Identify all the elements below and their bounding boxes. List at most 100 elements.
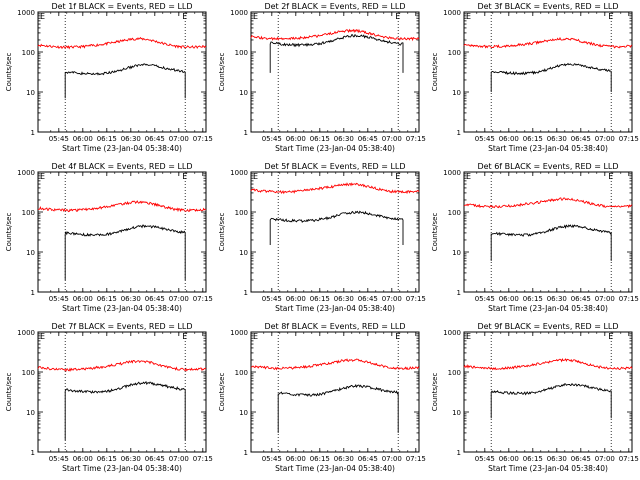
plot-title: Det 7f BLACK = Events, RED = LLD <box>51 322 192 331</box>
detector-plot-8: Det 8f BLACK = Events, RED = LLD 1 10 100 10… <box>218 322 426 473</box>
lld-series-line <box>250 358 420 371</box>
x-tick-label: 06:30 <box>547 455 567 463</box>
x-axis-label: Start Time (23-Jan-04 05:38:40) <box>62 144 182 153</box>
x-tick-label: 05:45 <box>475 455 495 463</box>
x-tick-label: 06:45 <box>358 295 378 303</box>
plot-title: Det 4f BLACK = Events, RED = LLD <box>51 162 192 171</box>
y-tick-label: 1 <box>457 129 461 137</box>
events-series-line <box>490 382 612 419</box>
x-tick-label: 06:00 <box>286 455 306 463</box>
events-series-line <box>269 210 404 245</box>
x-tick-label: 07:15 <box>193 135 213 143</box>
x-tick-label: 06:00 <box>286 135 306 143</box>
plot-title: Det 1f BLACK = Events, RED = LLD <box>51 2 192 11</box>
y-axis-label: Counts/sec <box>218 213 226 252</box>
x-tick-label: 06:30 <box>547 135 567 143</box>
events-series-line <box>269 33 404 73</box>
y-tick-label: 1000 <box>17 329 35 337</box>
plot-frame <box>250 171 420 293</box>
x-tick-label: 07:15 <box>619 455 639 463</box>
y-tick-label: 1 <box>244 449 248 457</box>
y-tick-label: 10 <box>26 409 35 417</box>
start-marker-label: E <box>253 12 258 21</box>
detector-plot-7: Det 7f BLACK = Events, RED = LLD 1 10 100 10… <box>5 322 213 473</box>
x-tick-label: 06:00 <box>499 295 519 303</box>
x-tick-label: 06:15 <box>523 455 543 463</box>
y-axis-label: Counts/sec <box>431 53 439 92</box>
y-tick-label: 1 <box>31 289 35 297</box>
end-marker-label: E <box>608 12 613 21</box>
x-tick-label: 07:00 <box>595 455 615 463</box>
y-axis-label: Counts/sec <box>218 373 226 412</box>
start-marker-label: E <box>40 332 45 341</box>
x-tick-label: 05:45 <box>49 295 69 303</box>
x-tick-label: 06:15 <box>523 295 543 303</box>
start-marker-label: E <box>466 12 471 21</box>
x-axis-label: Start Time (23-Jan-04 05:38:40) <box>488 144 608 153</box>
y-tick-label: 100 <box>448 209 461 217</box>
x-tick-label: 06:00 <box>73 135 93 143</box>
lld-series-line <box>463 358 633 371</box>
plot-frame <box>37 331 207 453</box>
x-tick-label: 06:30 <box>334 455 354 463</box>
x-tick-label: 05:45 <box>262 455 282 463</box>
x-tick-label: 07:15 <box>193 455 213 463</box>
plot-title: Det 9f BLACK = Events, RED = LLD <box>477 322 618 331</box>
y-tick-label: 100 <box>448 369 461 377</box>
start-marker-label: E <box>466 332 471 341</box>
x-tick-label: 06:15 <box>310 135 330 143</box>
x-tick-label: 06:45 <box>571 135 591 143</box>
start-marker-label: E <box>466 172 471 181</box>
end-marker-label: E <box>182 172 187 181</box>
y-axis-label: Counts/sec <box>5 373 13 412</box>
x-tick-label: 07:00 <box>382 135 402 143</box>
y-tick-label: 1000 <box>443 9 461 17</box>
y-tick-label: 1 <box>457 289 461 297</box>
x-tick-label: 06:00 <box>73 455 93 463</box>
x-tick-label: 06:30 <box>334 295 354 303</box>
y-tick-label: 100 <box>448 49 461 57</box>
x-tick-label: 06:15 <box>523 135 543 143</box>
end-marker-label: E <box>182 332 187 341</box>
events-series-line <box>64 63 186 99</box>
y-axis-label: Counts/sec <box>218 53 226 92</box>
x-tick-label: 07:15 <box>619 135 639 143</box>
events-series-line <box>490 62 612 92</box>
plot-title: Det 3f BLACK = Events, RED = LLD <box>477 2 618 11</box>
events-series-line <box>490 224 612 261</box>
detector-plot-3: Det 3f BLACK = Events, RED = LLD 1 10 100 10… <box>431 2 639 153</box>
plot-title: Det 5f BLACK = Events, RED = LLD <box>264 162 405 171</box>
y-tick-label: 100 <box>22 369 35 377</box>
end-marker-label: E <box>608 172 613 181</box>
y-tick-label: 10 <box>452 409 461 417</box>
x-tick-label: 05:45 <box>49 135 69 143</box>
plot-title: Det 8f BLACK = Events, RED = LLD <box>264 322 405 331</box>
x-tick-label: 07:00 <box>382 295 402 303</box>
x-tick-label: 07:15 <box>406 295 426 303</box>
x-tick-label: 06:45 <box>571 455 591 463</box>
x-tick-label: 06:45 <box>358 455 378 463</box>
plot-title: Det 2f BLACK = Events, RED = LLD <box>264 2 405 11</box>
lld-series-line <box>37 36 207 50</box>
x-axis-label: Start Time (23-Jan-04 05:38:40) <box>488 464 608 473</box>
x-tick-label: 06:00 <box>499 135 519 143</box>
lld-series-line <box>463 197 633 209</box>
x-tick-label: 06:45 <box>571 295 591 303</box>
lld-series-line <box>250 28 420 42</box>
x-tick-label: 06:30 <box>121 135 141 143</box>
detector-plot-1: Det 1f BLACK = Events, RED = LLD 1 10 100 10… <box>5 2 213 153</box>
y-tick-label: 1 <box>457 449 461 457</box>
x-tick-label: 05:45 <box>475 135 495 143</box>
detector-plot-6: Det 6f BLACK = Events, RED = LLD 1 10 100 10… <box>431 162 639 313</box>
x-tick-label: 07:15 <box>406 455 426 463</box>
x-tick-label: 05:45 <box>262 135 282 143</box>
y-axis-label: Counts/sec <box>431 213 439 252</box>
x-tick-label: 06:15 <box>97 455 117 463</box>
x-tick-label: 06:15 <box>97 135 117 143</box>
lld-series-line <box>38 200 207 213</box>
x-tick-label: 05:45 <box>262 295 282 303</box>
x-tick-label: 06:45 <box>145 295 165 303</box>
y-tick-label: 1000 <box>230 169 248 177</box>
x-axis-label: Start Time (23-Jan-04 05:38:40) <box>275 304 395 313</box>
